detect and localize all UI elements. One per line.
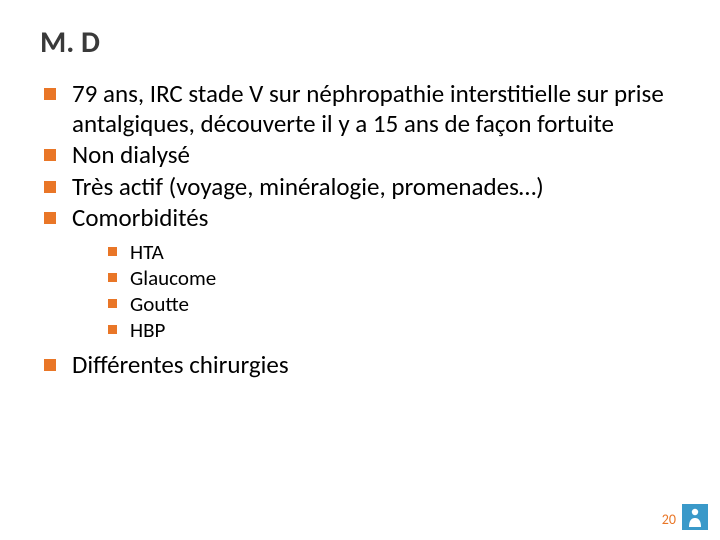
list-item: Très actif (voyage, minéralogie, promena… (44, 172, 680, 202)
list-item-text: Non dialysé (72, 139, 190, 170)
list-item-text: Différentes chirurgies (72, 349, 289, 380)
list-item: Comorbidités HTA Glaucome Goutte HBP (44, 203, 680, 344)
list-item: Glaucome (108, 265, 680, 291)
list-item-text: Comorbidités (72, 202, 208, 233)
list-item: HTA (108, 239, 680, 265)
page-title: M. D (40, 24, 680, 61)
bullet-list-level1: 79 ans, IRC stade V sur néphropathie int… (40, 79, 680, 379)
person-icon (687, 507, 703, 527)
list-item: Non dialysé (44, 140, 680, 170)
list-item-text: HTA (130, 239, 164, 265)
list-item: 79 ans, IRC stade V sur néphropathie int… (44, 79, 680, 138)
list-item-text: Très actif (voyage, minéralogie, promena… (72, 171, 544, 202)
page-number: 20 (662, 511, 676, 530)
list-item: Goutte (108, 291, 680, 317)
list-item-text: Goutte (130, 291, 189, 317)
slide: M. D 79 ans, IRC stade V sur néphropathi… (0, 0, 720, 540)
slide-logo (682, 504, 708, 530)
list-item-text: HBP (130, 317, 165, 343)
list-item-text: 79 ans, IRC stade V sur néphropathie int… (72, 78, 664, 139)
bullet-list-level2: HTA Glaucome Goutte HBP (72, 239, 680, 344)
list-item-text: Glaucome (130, 265, 216, 291)
list-item: Différentes chirurgies (44, 350, 680, 380)
list-item: HBP (108, 317, 680, 343)
slide-footer: 20 (662, 504, 708, 530)
